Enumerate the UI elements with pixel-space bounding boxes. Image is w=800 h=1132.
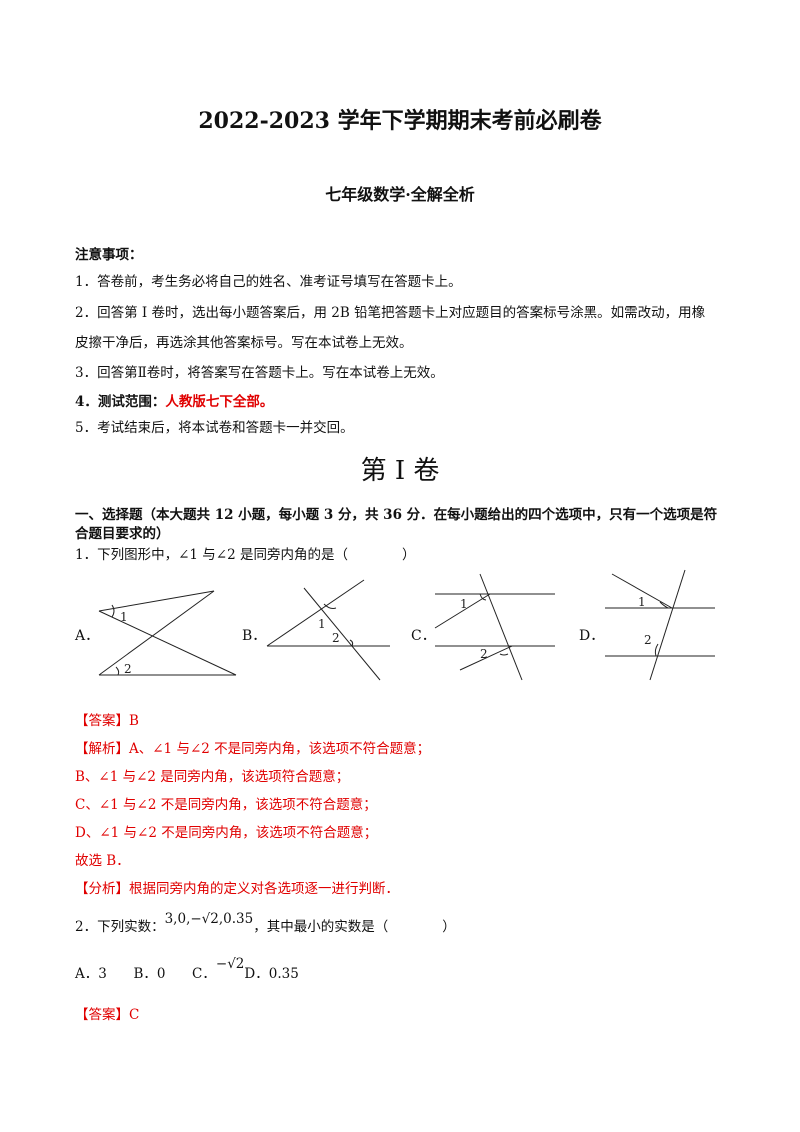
angle-1-label: 1: [120, 610, 128, 624]
q1-figure-c: 1 2: [434, 573, 555, 681]
q1-analysis-2: B、∠1 与∠2 是同旁内角，该选项符合题意；: [75, 769, 350, 785]
notice-item-1: 1．答卷前，考生务必将自己的姓名、准考证号填写在答题卡上。: [75, 274, 462, 290]
notice-item-4: 4．测试范围：人教版七下全部。: [75, 390, 273, 410]
angle-1-label: 1: [460, 597, 468, 611]
q1-conclusion: 故选 B．: [75, 853, 130, 869]
q2-option-a: A．3: [75, 966, 107, 982]
notice-item-2b: 皮擦干净后，再选涂其他答案标号。写在本试卷上无效。: [75, 335, 413, 351]
q2-stem-suffix: ，其中最小的实数是（ ）: [253, 919, 456, 935]
part1-heading-a: 一、选择题（本大题共 12 小题，每小题 3 分，共 36 分．在每小题给出的四…: [75, 507, 718, 523]
notice-item-3: 3．回答第Ⅱ卷时，将答案写在答题卡上。写在本试卷上无效。: [75, 365, 444, 381]
angle-1-label: 1: [318, 617, 326, 631]
q2-stem-prefix: 2．下列实数：: [75, 919, 165, 935]
q2-option-b: B．0: [133, 966, 166, 982]
q2-option-d: D．0.35: [244, 966, 299, 982]
notice-item-5: 5．考试结束后，将本试卷和答题卡一并交回。: [75, 420, 354, 436]
page-title: 2022-2023 学年下学期期末考前必刷卷: [198, 108, 602, 134]
q1-method: 【分析】根据同旁内角的定义对各选项逐一进行判断．: [75, 881, 399, 897]
q2-options: A．3 B．0 C．−√2D．0.35: [75, 956, 299, 982]
q1-figure-a: 1 2: [98, 590, 237, 676]
q1-option-c-label: C．: [411, 628, 436, 644]
notice-heading: 注意事项：: [75, 247, 143, 263]
q2-stem: 2．下列实数：3,0,−√2,0.35，其中最小的实数是（ ）: [75, 911, 456, 935]
q1-stem: 1．下列图形中，∠1 与∠2 是同旁内角的是（ ）: [75, 547, 416, 563]
notice-item-2a: 2．回答第 I 卷时，选出每小题答案后，用 2B 铅笔把答题卡上对应题目的答案标…: [75, 305, 706, 321]
angle-1-label: 1: [638, 595, 646, 609]
test-scope: 人教版七下全部。: [165, 394, 274, 410]
q2-stem-math: 3,0,−√2,0.35: [164, 911, 254, 927]
angle-2-label: 2: [124, 662, 132, 676]
part1-heading-b: 合题目要求的）: [75, 526, 170, 542]
angle-2-label: 2: [332, 631, 340, 645]
angle-2-label: 2: [644, 633, 652, 647]
q1-analysis-1: 【解析】A、∠1 与∠2 不是同旁内角，该选项不符合题意；: [75, 741, 431, 757]
notice-item-4-prefix: 4．测试范围：: [75, 394, 166, 410]
page-subtitle: 七年级数学·全解全析: [325, 185, 475, 204]
q1-figure-d: 1 2: [605, 569, 715, 681]
q1-answer: 【答案】B: [75, 713, 139, 729]
q2-option-c-math: −√2: [215, 956, 245, 972]
q1-option-b-label: B．: [242, 628, 267, 644]
q2-option-c: C．: [192, 966, 216, 982]
q1-analysis-3: C、∠1 与∠2 不是同旁内角，该选项不符合题意；: [75, 797, 377, 813]
q1-option-a-label: A．: [75, 628, 100, 644]
q2-answer: 【答案】C: [75, 1007, 140, 1023]
q1-analysis-4: D、∠1 与∠2 不是同旁内角，该选项不符合题意；: [75, 825, 378, 841]
q1-option-d-label: D．: [579, 628, 605, 644]
q1-figure-b: 1 2: [266, 579, 390, 681]
section-title: 第 I 卷: [360, 456, 440, 486]
angle-2-label: 2: [480, 647, 488, 661]
